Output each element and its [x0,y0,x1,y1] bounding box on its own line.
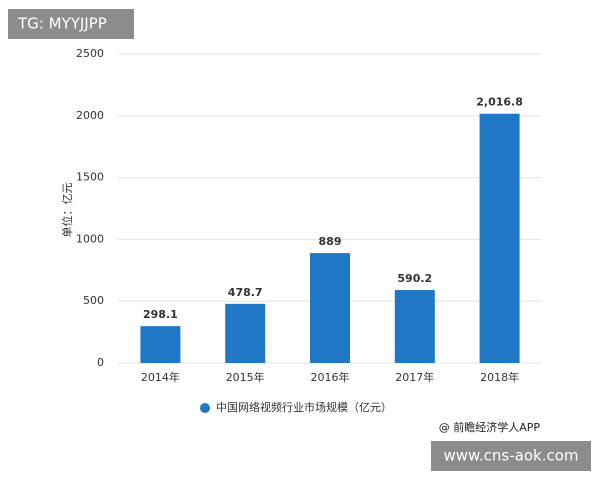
y-tick-label: 0 [97,356,104,369]
legend-label: 中国网络视频行业市场规模（亿元） [216,400,392,414]
bar [310,253,350,363]
source: @ 前瞻经济学人APP [439,420,541,434]
x-tick-label: 2016年 [311,370,350,384]
y-tick-label: 1500 [76,171,104,184]
value-label: 298.1 [143,308,178,321]
bar [479,113,520,364]
site-box [431,441,591,471]
value-label: 889 [319,235,342,248]
bar [140,326,181,363]
x-tick-label: 2015年 [226,370,265,384]
y-tick-label: 500 [83,294,104,307]
site-label: www.cns-aok.com [443,447,578,465]
x-tick-label: 2018年 [480,370,519,384]
overlay-box [8,9,134,39]
x-tick-label: 2017年 [395,370,434,384]
bar [394,290,435,363]
y-tick-label: 2000 [76,109,104,122]
y-tick-label: 1000 [76,232,104,245]
y-axis-label: 单位：亿元 [60,183,74,238]
value-label: 2,016.8 [476,96,523,109]
x-tick-label: 2014年 [141,370,180,384]
legend-marker [200,403,210,413]
value-label: 478.7 [228,286,263,299]
bar [225,303,266,363]
overlay-label: TG: MYYJJPP [17,15,107,33]
y-tick-label: 2500 [76,47,104,60]
value-label: 590.2 [397,272,432,285]
